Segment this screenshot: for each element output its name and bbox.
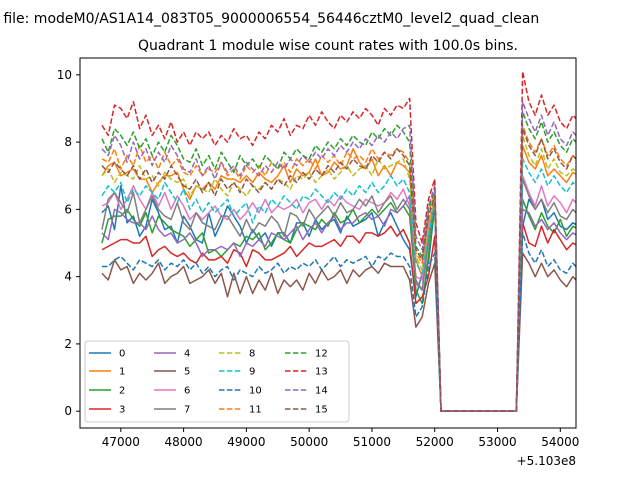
series-line-5 xyxy=(101,252,576,412)
x-tick-label: 49000 xyxy=(227,435,265,449)
legend-label-3: 3 xyxy=(119,405,125,416)
series-line-3 xyxy=(101,222,576,412)
y-tick-label: 10 xyxy=(57,68,72,82)
series-line-7 xyxy=(101,178,576,412)
y-tick-label: 6 xyxy=(64,202,72,216)
plot-frame xyxy=(79,57,577,429)
legend-label-5: 5 xyxy=(184,367,190,378)
legend-label-14: 14 xyxy=(315,386,328,397)
legend-label-11: 11 xyxy=(249,405,262,416)
series-line-10 xyxy=(101,232,576,412)
series-line-4 xyxy=(101,195,576,412)
figure-suptitle: n file: modeM0/AS1A14_083T05_9000006554_… xyxy=(0,11,539,27)
legend-label-9: 9 xyxy=(249,367,255,378)
series-line-1 xyxy=(101,144,576,412)
series-line-2 xyxy=(101,198,576,412)
legend-label-1: 1 xyxy=(119,367,125,378)
series-line-8 xyxy=(101,134,576,412)
x-tick-label: 47000 xyxy=(102,435,140,449)
legend-label-15: 15 xyxy=(315,405,328,416)
legend-label-6: 6 xyxy=(184,386,190,397)
legend-label-0: 0 xyxy=(119,349,125,360)
x-tick-label: 52000 xyxy=(416,435,454,449)
x-tick-label: 54000 xyxy=(541,435,579,449)
series-line-13 xyxy=(101,70,576,412)
x-tick-label: 48000 xyxy=(165,435,203,449)
legend-label-12: 12 xyxy=(315,349,328,360)
series-line-11 xyxy=(101,124,576,412)
x-tick-label: 50000 xyxy=(290,435,328,449)
legend-label-13: 13 xyxy=(315,367,328,378)
y-tick-label: 8 xyxy=(64,135,72,149)
legend-label-4: 4 xyxy=(184,349,190,360)
series-layer xyxy=(101,70,576,412)
legend-label-10: 10 xyxy=(249,386,262,397)
legend-label-2: 2 xyxy=(119,386,125,397)
series-line-9 xyxy=(101,158,576,412)
series-line-15 xyxy=(101,127,576,412)
legend-box xyxy=(84,340,350,423)
y-tick-label: 2 xyxy=(64,337,72,351)
y-tick-label: 0 xyxy=(64,404,72,418)
x-offset-label: +5.103e8 xyxy=(517,454,576,468)
y-tick-label: 4 xyxy=(64,270,72,284)
legend-label-7: 7 xyxy=(184,405,190,416)
chart-title: Quadrant 1 module wise count rates with … xyxy=(138,38,518,54)
series-line-14 xyxy=(101,100,576,412)
x-tick-label: 53000 xyxy=(478,435,516,449)
legend-label-8: 8 xyxy=(249,349,255,360)
y-axis: 0 2 4 6 8 10 xyxy=(57,68,80,418)
series-line-6 xyxy=(101,174,576,412)
x-axis: 47000 48000 49000 50000 51000 52000 53000 54000 xyxy=(102,428,579,449)
x-tick-label: 51000 xyxy=(353,435,391,449)
